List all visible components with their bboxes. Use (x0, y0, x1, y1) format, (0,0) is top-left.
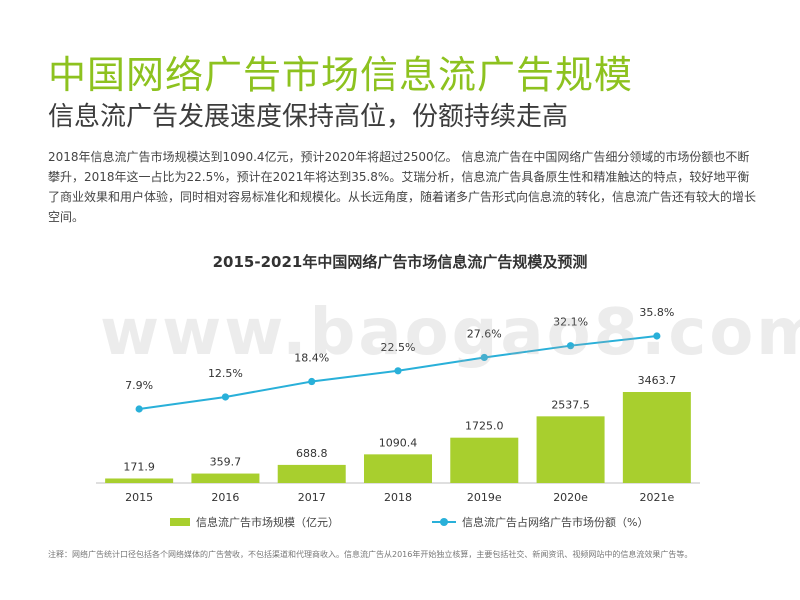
bar-value-label: 171.9 (123, 460, 155, 473)
page-subtitle: 信息流广告发展速度保持高位，份额持续走高 (48, 102, 569, 132)
description-paragraph: 2018年信息流广告市场规模达到1090.4亿元，预计2020年将超过2500亿… (48, 150, 757, 224)
bar-value-label: 3463.7 (638, 374, 677, 387)
bar-2020e (536, 416, 605, 483)
bar-2021e (622, 392, 691, 483)
share-value-label: 12.5% (208, 367, 243, 380)
x-tick-label: 2017 (298, 491, 326, 504)
share-value-label: 7.9% (125, 379, 153, 392)
x-tick-label: 2018 (384, 491, 412, 504)
x-tick-label: 2019e (467, 491, 502, 504)
bar-2019e (450, 437, 519, 483)
bar-2016 (191, 473, 260, 483)
legend-bar-series: 信息流广告市场规模（亿元） (170, 514, 339, 530)
legend-line-swatch (432, 517, 456, 527)
legend-bar-label: 信息流广告市场规模（亿元） (196, 516, 339, 529)
bar-value-label: 688.8 (296, 447, 328, 460)
page-title: 中国网络广告市场信息流广告规模 (48, 53, 634, 97)
share-value-label: 27.6% (467, 327, 502, 340)
share-value-label: 35.8% (639, 306, 674, 319)
x-tick-label: 2015 (125, 491, 153, 504)
share-point-2015 (135, 405, 143, 413)
share-point-2020e (566, 342, 575, 350)
footnote: 注释：网络广告统计口径包括各个网络媒体的广告营收，不包括渠道和代理商收入。信息流… (48, 550, 693, 559)
legend-bar-swatch (170, 518, 190, 526)
bar-value-label: 1725.0 (465, 420, 504, 433)
bar-2018 (364, 454, 432, 483)
share-value-label: 22.5% (381, 341, 416, 354)
share-point-2021e (653, 332, 661, 340)
legend-line-label: 信息流广告占网络广告市场份额（%） (462, 516, 649, 529)
bar-value-label: 1090.4 (379, 436, 418, 449)
bar-2015 (105, 478, 174, 483)
share-point-2018 (394, 367, 402, 375)
share-point-2019e (480, 353, 488, 362)
bar-value-label: 359.7 (210, 456, 242, 469)
chart-title: 2015-2021年中国网络广告市场信息流广告规模及预测 (212, 253, 588, 271)
bar-2017 (277, 464, 346, 483)
legend-line-series: 信息流广告占网络广告市场份额（%） (432, 514, 648, 530)
share-point-2016 (221, 393, 230, 401)
bar-value-label: 2537.5 (551, 398, 590, 411)
x-tick-label: 2016 (211, 491, 239, 504)
x-tick-label: 2020e (553, 491, 588, 504)
share-value-label: 32.1% (553, 316, 588, 329)
share-value-label: 18.4% (294, 352, 329, 365)
share-point-2017 (308, 377, 316, 386)
x-tick-label: 2021e (639, 491, 674, 504)
